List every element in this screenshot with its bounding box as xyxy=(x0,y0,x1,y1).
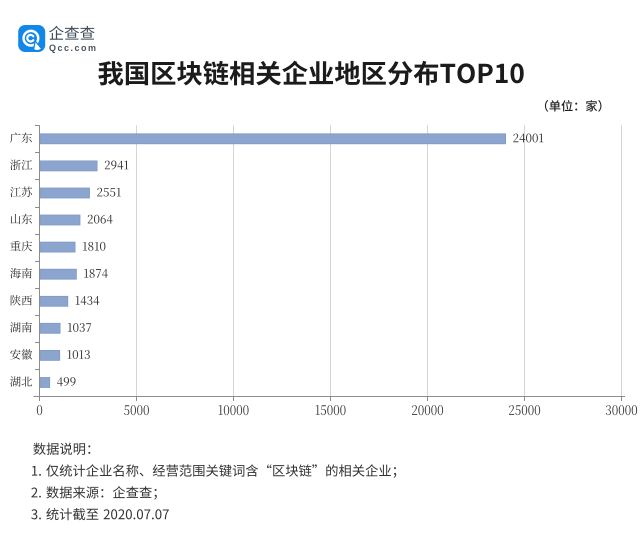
svg-text:Qcc.com: Qcc.com xyxy=(49,43,98,53)
